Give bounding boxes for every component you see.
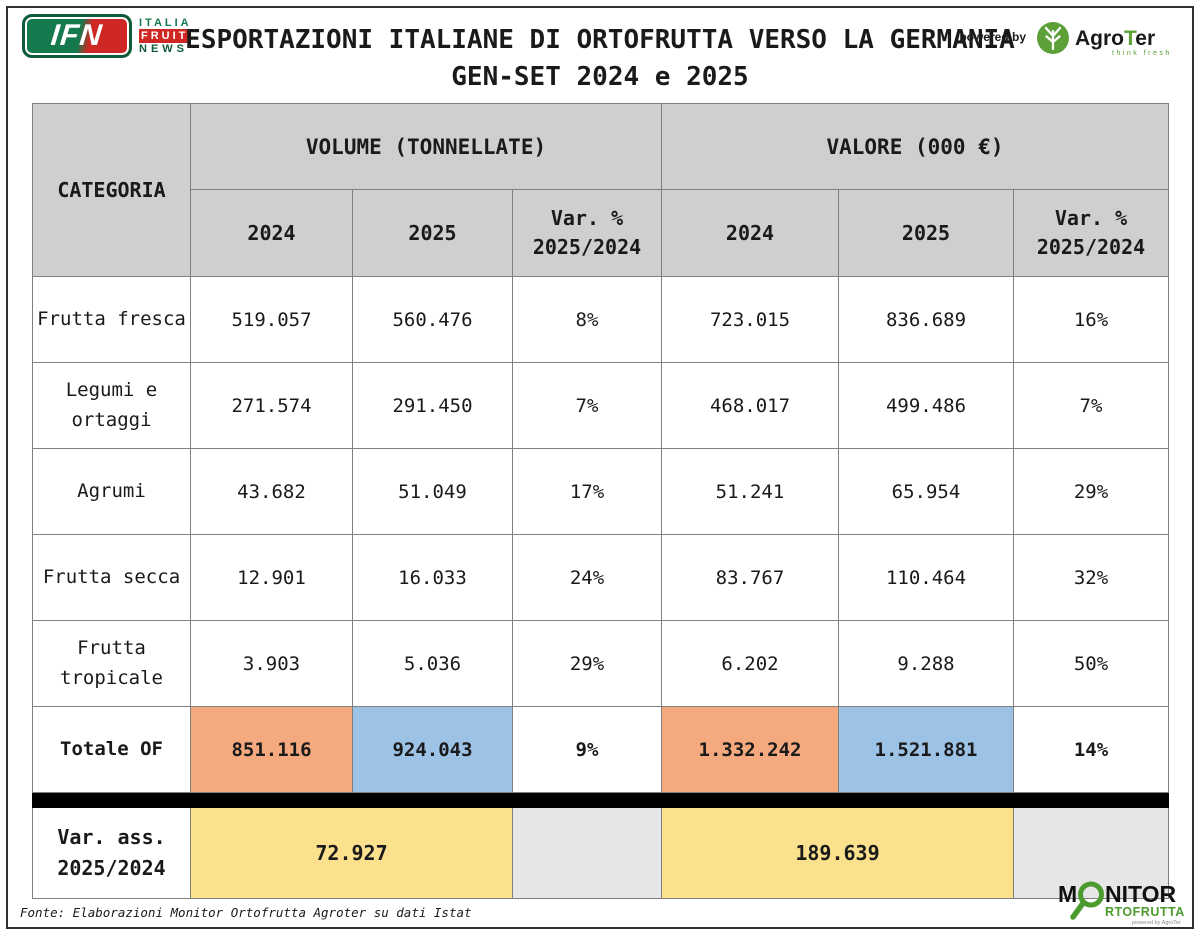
total-val-2025-cell: 1.521.881 [838,706,1014,793]
source-note: Fonte: Elaborazioni Monitor Ortofrutta A… [20,905,472,920]
header-val-var: Var. % 2025/2024 [1013,189,1169,277]
table-row-totale-of: Totale OF 851.116 924.043 9% 1.332.242 1… [32,706,1169,793]
vol-2025-cell: 5.036 [352,620,513,707]
total-val-2024-cell: 1.332.242 [661,706,839,793]
monitor-ortofrutta-logo: M NITOR RTOFRUTTA powered by AgroTer [1058,881,1185,926]
group-header-row: CATEGORIA VOLUME (TONNELLATE) VALORE (00… [32,103,1169,277]
sub-header-row: 2024 2025 Var. % 2025/2024 2024 2025 Var… [33,189,1169,277]
agroter-name-t: T [1124,27,1137,50]
val-2025-cell: 65.954 [838,448,1014,535]
page-title: ESPORTAZIONI ITALIANE DI ORTOFRUTTA VERS… [185,25,1015,55]
val-2024-cell: 6.202 [661,620,839,707]
header-vol-var: Var. % 2025/2024 [512,189,662,277]
total-vol-2025-cell: 924.043 [352,706,513,793]
total-val-var-cell: 14% [1013,706,1169,793]
table-row-legumi-ortaggi: Legumi e ortaggi 271.574 291.450 7% 468.… [32,362,1169,449]
val-2025-cell: 9.288 [838,620,1014,707]
vol-var-cell: 8% [512,276,662,363]
page-subtitle: GEN-SET 2024 e 2025 [451,62,749,92]
var-ass-volume-cell: 72.927 [190,807,513,899]
val-2025-cell: 836.689 [838,276,1014,363]
vol-2024-cell: 43.682 [190,448,353,535]
vol-2025-cell: 560.476 [352,276,513,363]
val-var-cell: 32% [1013,534,1169,621]
header-vol-2024: 2024 [190,189,353,277]
monitor-rtofrutta: RTOFRUTTA [1105,905,1185,919]
agroter-tagline: think fresh [1112,50,1172,57]
monitor-nitor: NITOR [1105,881,1177,907]
ifn-word-italia: ITALIA [139,17,192,29]
table-row-frutta-fresca: Frutta fresca 519.057 560.476 8% 723.015… [32,276,1169,363]
val-2025-cell: 110.464 [838,534,1014,621]
ifn-logo: IFN ITALIA FRUIT NEWS [22,14,192,58]
vol-var-cell: 17% [512,448,662,535]
total-vol-var-cell: 9% [512,706,662,793]
var-ass-volume-empty-cell [512,807,662,899]
val-2024-cell: 468.017 [661,362,839,449]
category-cell: Agrumi [32,448,191,535]
vol-2024-cell: 271.574 [190,362,353,449]
header-val-2024: 2024 [661,189,839,277]
table-row-var-ass: Var. ass. 2025/2024 72.927 189.639 [32,807,1169,899]
val-var-cell: 29% [1013,448,1169,535]
ifn-word-fruit: FRUIT [139,29,191,43]
category-cell: Frutta fresca [32,276,191,363]
vol-2024-cell: 12.901 [190,534,353,621]
header-val-2025: 2025 [838,189,1014,277]
powered-by-agroter: powered by AgroTer think fresh [959,18,1184,62]
vol-var-cell: 7% [512,362,662,449]
svg-text:AgroTer: AgroTer [1075,27,1155,50]
total-vol-2024-cell: 851.116 [190,706,353,793]
val-2025-cell: 499.486 [838,362,1014,449]
magnifier-icon [1078,881,1104,908]
table-row-frutta-secca: Frutta secca 12.901 16.033 24% 83.767 11… [32,534,1169,621]
agroter-name-prefix: Agro [1075,27,1124,50]
val-2024-cell: 83.767 [661,534,839,621]
powered-by-label: powered by [959,30,1026,44]
black-separator-band [32,792,1169,808]
header-volume-group: VOLUME (TONNELLATE) [190,103,662,190]
monitor-m: M [1058,881,1077,907]
ifn-word-news: NEWS [139,43,188,55]
var-ass-value-empty-cell [1013,807,1169,899]
export-data-table: CATEGORIA VOLUME (TONNELLATE) VALORE (00… [32,103,1169,899]
header-vol-2025: 2025 [352,189,513,277]
table-row-frutta-tropicale: Frutta tropicale 3.903 5.036 29% 6.202 9… [32,620,1169,707]
category-cell: Frutta tropicale [32,620,191,707]
table-row-agrumi: Agrumi 43.682 51.049 17% 51.241 65.954 2… [32,448,1169,535]
var-ass-label-cell: Var. ass. 2025/2024 [32,807,191,899]
agroter-name-suffix: er [1135,27,1155,50]
var-ass-value-cell: 189.639 [661,807,1014,899]
vol-2025-cell: 16.033 [352,534,513,621]
ifn-wordmark: ITALIA FRUIT NEWS [139,14,192,58]
page-title-block: ESPORTAZIONI ITALIANE DI ORTOFRUTTA VERS… [0,22,1200,96]
val-2024-cell: 723.015 [661,276,839,363]
category-cell: Legumi e ortaggi [32,362,191,449]
val-2024-cell: 51.241 [661,448,839,535]
category-cell: Frutta secca [32,534,191,621]
val-var-cell: 50% [1013,620,1169,707]
monitor-powered-by: powered by AgroTer [1132,920,1181,926]
header-categoria: CATEGORIA [32,103,191,277]
vol-var-cell: 29% [512,620,662,707]
agroter-logo: AgroTer think fresh [1037,22,1172,57]
vol-2024-cell: 519.057 [190,276,353,363]
category-cell: Totale OF [32,706,191,793]
val-var-cell: 7% [1013,362,1169,449]
ifn-badge-icon: IFN [22,14,132,58]
vol-var-cell: 24% [512,534,662,621]
vol-2025-cell: 51.049 [352,448,513,535]
vol-2024-cell: 3.903 [190,620,353,707]
vol-2025-cell: 291.450 [352,362,513,449]
val-var-cell: 16% [1013,276,1169,363]
header-valore-group: VALORE (000 €) [661,103,1169,190]
